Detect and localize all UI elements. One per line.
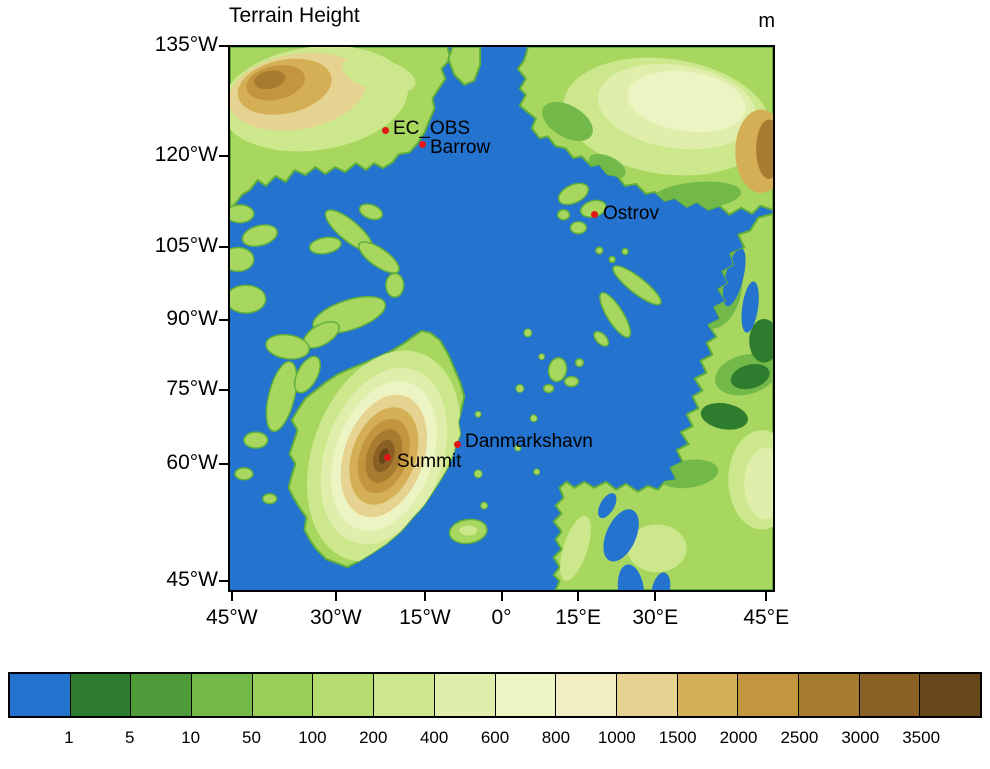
y-axis-tick — [219, 580, 228, 583]
station-marker-Summit — [383, 453, 391, 461]
svalbard-islands — [542, 246, 629, 394]
colorbar-cell-10 — [616, 674, 678, 716]
y-axis-label: 45°W — [166, 568, 218, 592]
colorbar-level-2500: 2500 — [780, 728, 819, 747]
colorbar-cell-15 — [920, 674, 980, 716]
x-axis-tick — [423, 592, 426, 601]
x-axis-label: 15°E — [555, 606, 601, 629]
colorbar-cell-14 — [859, 674, 921, 716]
landmass-alaska-chukotka — [230, 47, 452, 210]
x-axis-label: 45°W — [206, 606, 258, 629]
colorbar: 1 5 10 50 100 200 400 600 800 1000 1500 2000 2500 300… — [8, 672, 982, 764]
colorbar-cell-11 — [677, 674, 739, 716]
colorbar-level-50: 50 — [242, 728, 261, 747]
colorbar-level-200: 200 — [359, 728, 388, 747]
y-axis-tick — [219, 319, 228, 322]
x-axis-tick — [334, 592, 337, 601]
ocean-islets — [473, 328, 546, 510]
colorbar-level-5: 5 — [125, 728, 135, 747]
y-axis-label: 105°W — [154, 233, 218, 257]
y-axis-label: 135°W — [154, 33, 218, 57]
novaya-zemlya-islands — [593, 265, 662, 347]
station-label-Barrow: Barrow — [430, 137, 491, 158]
colorbar-cell-0 — [10, 674, 71, 716]
colorbar-level-1: 1 — [64, 728, 74, 747]
colorbar-level-3000: 3000 — [841, 728, 880, 747]
colorbar-cell-13 — [798, 674, 860, 716]
x-axis-label: 0° — [491, 606, 512, 629]
y-axis-tick — [219, 245, 228, 248]
canadian-arctic-islands — [230, 203, 405, 505]
colorbar-cell-7 — [434, 674, 496, 716]
x-axis-label: 30°E — [632, 606, 679, 629]
station-marker-EC_OBS — [381, 126, 389, 134]
y-axis-label: 75°W — [166, 377, 218, 401]
station-label-Danmarkshavn: Danmarkshavn — [465, 431, 593, 452]
colorbar-level-600: 600 — [480, 728, 510, 747]
units-label: m — [758, 10, 775, 32]
station-marker-Barrow — [418, 140, 426, 148]
colorbar-cell-6 — [374, 674, 435, 716]
colorbar-cells — [8, 672, 982, 718]
x-axis-label: 15°W — [399, 606, 451, 629]
figure-title: Terrain Height — [229, 4, 360, 27]
terrain-map-svg — [230, 47, 773, 590]
colorbar-cell-3 — [192, 674, 253, 716]
colorbar-cell-12 — [738, 674, 799, 716]
colorbar-cell-4 — [252, 674, 314, 716]
colorbar-cell-1 — [70, 674, 132, 716]
colorbar-level-3500: 3500 — [902, 728, 941, 747]
x-axis-label: 30°W — [309, 606, 362, 629]
y-axis-tick — [219, 463, 228, 465]
colorbar-level-1500: 1500 — [658, 728, 697, 747]
x-axis-label: 45°E — [743, 606, 790, 629]
y-axis-label: 60°W — [166, 451, 218, 474]
y-axis-tick — [219, 155, 228, 158]
x-axis-tick — [654, 592, 657, 601]
map-frame: EC_OBS Barrow Ostrov Danmarkshavn Summit — [228, 45, 775, 592]
station-label-Ostrov: Ostrov — [603, 203, 659, 224]
iceland — [448, 518, 488, 545]
y-axis-label: 120°W — [154, 143, 218, 167]
island-top-center — [447, 47, 482, 86]
x-axis-tick — [577, 592, 580, 601]
colorbar-cell-9 — [556, 674, 617, 716]
colorbar-level-10: 10 — [181, 728, 201, 747]
colorbar-labels: 1 5 10 50 100 200 400 600 800 1000 1500 2000 2500 300… — [8, 672, 982, 747]
y-axis-label: 90°W — [166, 307, 218, 331]
x-axis-tick — [500, 592, 503, 601]
landmass-siberia — [516, 47, 773, 216]
x-axis-tick — [230, 592, 233, 601]
x-axis-tick — [765, 592, 768, 601]
station-marker-Ostrov — [590, 210, 598, 218]
colorbar-cell-8 — [495, 674, 557, 716]
colorbar-cell-2 — [131, 674, 193, 716]
colorbar-level-2000: 2000 — [719, 728, 758, 747]
colorbar-cell-5 — [313, 674, 375, 716]
y-axis-tick — [219, 389, 228, 392]
colorbar-level-100: 100 — [298, 728, 327, 747]
severnaya-zemlya-islands — [556, 182, 607, 235]
colorbar-level-400: 400 — [419, 728, 449, 747]
station-label-Summit: Summit — [397, 451, 462, 472]
colorbar-level-1000: 1000 — [597, 728, 636, 747]
station-marker-Danmarkshavn — [453, 440, 461, 448]
y-axis-tick — [219, 45, 228, 48]
colorbar-level-800: 800 — [541, 728, 571, 747]
station-label-EC_OBS: EC_OBS — [393, 118, 471, 139]
